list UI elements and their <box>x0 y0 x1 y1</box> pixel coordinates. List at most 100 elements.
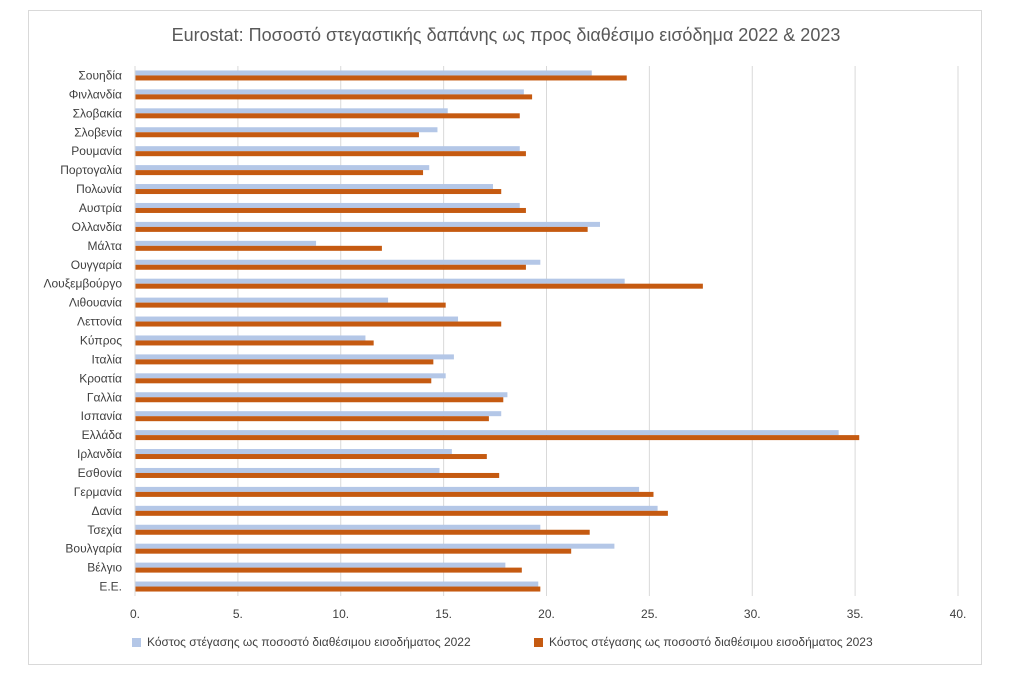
legend-swatch-2022 <box>132 637 141 647</box>
bar-2022 <box>135 316 459 322</box>
category-label: Γαλλία <box>87 390 122 404</box>
category-label: Εσθονία <box>78 466 122 480</box>
category-label: Σουηδία <box>78 68 122 82</box>
category-label: Λιθουανία <box>69 296 122 310</box>
bar-2023 <box>135 567 522 573</box>
bar-2022 <box>135 354 454 360</box>
x-tick-label: 40. <box>950 607 967 621</box>
bar-2023 <box>135 94 533 100</box>
category-label: Κύπρος <box>80 333 122 347</box>
category-label: Σλοβενία <box>74 125 122 139</box>
legend-swatch-2023 <box>534 637 543 647</box>
bar-2022 <box>135 70 592 76</box>
x-tick-label: 30. <box>744 607 761 621</box>
bar-2023 <box>135 416 489 422</box>
bar-2023 <box>135 226 588 232</box>
bar-2023 <box>135 283 703 289</box>
bar-2023 <box>135 132 419 138</box>
category-label: Ρουμανία <box>71 144 122 158</box>
bar-2023 <box>135 397 504 403</box>
bar-2022 <box>135 335 366 341</box>
bar-2022 <box>135 524 541 530</box>
chart-title: Eurostat: Ποσοστό στεγαστικής δαπάνης ως… <box>171 25 841 45</box>
chart-frame: Eurostat: Ποσοστό στεγαστικής δαπάνης ως… <box>28 10 982 665</box>
bar-2022 <box>135 297 389 303</box>
bar-2023 <box>135 75 627 81</box>
category-label: Γερμανία <box>74 485 122 499</box>
bar-2023 <box>135 245 382 251</box>
category-label: Φινλανδία <box>69 87 122 101</box>
bar-2023 <box>135 586 541 592</box>
bar-2023 <box>135 302 446 308</box>
category-label: Ελλάδα <box>82 428 122 442</box>
bar-2022 <box>135 392 508 398</box>
bar-2023 <box>135 189 502 195</box>
category-label: Ιρλανδία <box>77 447 122 461</box>
bar-2022 <box>135 127 438 133</box>
bar-2023 <box>135 340 374 346</box>
legend-item-2022: Κόστος στέγασης ως ποσοστό διαθέσιμου ει… <box>132 635 471 649</box>
bar-2022 <box>135 259 541 265</box>
bar-2022 <box>135 467 440 473</box>
bar-2022 <box>135 108 448 114</box>
category-label: Βουλγαρία <box>65 542 122 556</box>
category-label: Τσεχία <box>87 523 122 537</box>
bar-2023 <box>135 454 487 460</box>
bar-2022 <box>135 562 506 568</box>
bar-2022 <box>135 146 520 152</box>
bar-2023 <box>135 529 590 535</box>
bar-2022 <box>135 505 658 511</box>
bar-2022 <box>135 221 600 227</box>
x-tick-label: 10. <box>332 607 349 621</box>
bar-2022 <box>135 581 539 587</box>
category-label: Αυστρία <box>79 201 122 215</box>
bar-2022 <box>135 202 520 208</box>
bar-2022 <box>135 411 502 417</box>
legend-label-2022: Κόστος στέγασης ως ποσοστό διαθέσιμου ει… <box>147 635 471 649</box>
bar-2022 <box>135 373 446 379</box>
category-label: Πολωνία <box>76 182 122 196</box>
bar-2023 <box>135 113 520 119</box>
bar-2022 <box>135 89 524 95</box>
bar-2022 <box>135 449 452 455</box>
category-label: Λεττονία <box>77 315 122 329</box>
x-tick-label: 5. <box>233 607 243 621</box>
category-label: Ιταλία <box>92 352 123 366</box>
bar-2023 <box>135 264 526 270</box>
bar-2023 <box>135 359 434 365</box>
legend-item-2023: Κόστος στέγασης ως ποσοστό διαθέσιμου ει… <box>534 635 873 649</box>
category-label: Δανία <box>91 504 122 518</box>
bar-2023 <box>135 170 424 176</box>
category-label: Ε.Ε. <box>99 580 122 594</box>
x-tick-label: 0. <box>130 607 140 621</box>
category-label: Κροατία <box>79 371 122 385</box>
bar-2022 <box>135 165 430 171</box>
legend-label-2023: Κόστος στέγασης ως ποσοστό διαθέσιμου ει… <box>549 635 873 649</box>
bar-2022 <box>135 184 494 190</box>
x-tick-label: 20. <box>538 607 555 621</box>
bar-2023 <box>135 321 502 327</box>
category-label: Σλοβακία <box>73 106 122 120</box>
bar-2023 <box>135 548 572 554</box>
bar-2022 <box>135 430 839 436</box>
bar-2022 <box>135 240 317 246</box>
category-label: Ολλανδία <box>72 220 122 234</box>
x-tick-label: 15. <box>435 607 452 621</box>
category-label: Μάλτα <box>88 239 123 253</box>
bar-2023 <box>135 378 432 384</box>
bar-chart: 0. 5. 10. 15. 20. 25. 30. 35. 40. Σουηδία Φινλανδί… <box>43 66 967 621</box>
x-tick-label: 35. <box>847 607 864 621</box>
bar-2022 <box>135 543 615 549</box>
chart-legend: Κόστος στέγασης ως ποσοστό διαθέσιμου ει… <box>29 635 983 655</box>
category-label: Λουξεμβούργο <box>43 277 122 291</box>
category-label: Βέλγιο <box>87 561 122 575</box>
bar-2023 <box>135 435 860 441</box>
bar-2023 <box>135 510 668 516</box>
bar-2023 <box>135 472 500 478</box>
category-label: Ουγγαρία <box>71 258 122 272</box>
bar-2023 <box>135 207 526 213</box>
category-label: Ισπανία <box>81 409 122 423</box>
category-label: Πορτογαλία <box>60 163 122 177</box>
bar-2023 <box>135 151 526 157</box>
bar-2022 <box>135 486 640 492</box>
